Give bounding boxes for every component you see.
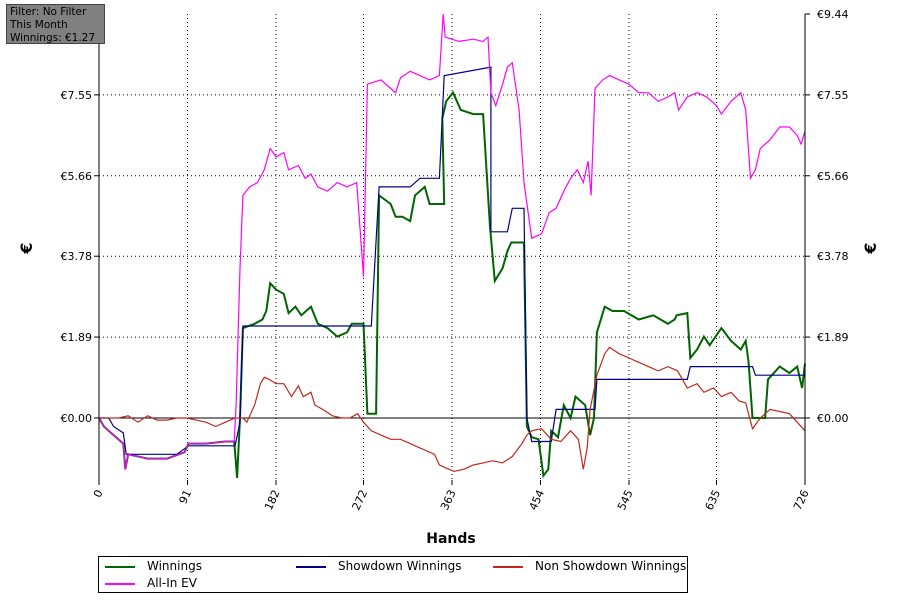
x-tick-label: 635 <box>703 488 724 513</box>
y-axis-label-left: € <box>17 242 36 254</box>
y-tick-label-right: €9.44 <box>817 8 849 21</box>
y-tick-label-right: €3.78 <box>817 250 849 263</box>
x-tick-label: 91 <box>177 488 195 506</box>
x-axis-label: Hands <box>426 531 476 547</box>
y-tick-label-right: €0.00 <box>817 412 849 425</box>
legend-swatch-allin-ev <box>105 583 135 585</box>
legend-label-winnings: Winnings <box>147 559 202 573</box>
y-axis-label-right: € <box>861 242 880 254</box>
y-tick-label-right: €5.66 <box>817 170 849 183</box>
y-tick-label-right: €1.89 <box>817 331 849 344</box>
filter-info-box: Filter: No Filter This Month Winnings: €… <box>6 4 105 44</box>
x-tick-label: 272 <box>350 488 371 513</box>
legend: Winnings Showdown Winnings Non Showdown … <box>98 556 688 593</box>
series-line-showdown-winnings <box>99 66 805 455</box>
y-tick-label-left: €1.89 <box>61 331 93 344</box>
legend-label-allin-ev: All-In EV <box>147 576 197 590</box>
legend-swatch-winnings <box>105 566 135 568</box>
x-tick-label: 0 <box>91 488 106 500</box>
grid <box>99 14 805 480</box>
filter-label: Filter: No Filter <box>10 6 87 18</box>
y-tick-label-left: €0.00 <box>61 412 93 425</box>
x-tick-label: 726 <box>791 488 812 513</box>
winnings-label: Winnings: €1.27 <box>10 32 96 44</box>
series-line-all-in-ev <box>98 13 806 470</box>
legend-swatch-non-showdown <box>493 566 523 568</box>
x-tick-label: 363 <box>438 488 459 513</box>
x-tick-label: 182 <box>262 488 283 513</box>
y-tick-label-left: €3.78 <box>61 250 93 263</box>
legend-label-non-showdown: Non Showdown Winnings <box>535 559 687 573</box>
series-line-non-showdown-winnings <box>99 346 806 473</box>
y-tick-label-left: €7.55 <box>61 89 93 102</box>
period-label: This Month <box>10 19 68 31</box>
legend-swatch-showdown <box>296 566 326 568</box>
legend-label-showdown: Showdown Winnings <box>338 559 462 573</box>
series-layer <box>98 13 806 479</box>
axes: 0 91 182 272 363 454 545 635 726 €0.00 €0.00 €1.89 €… <box>61 8 849 512</box>
x-tick-label: 454 <box>527 488 548 513</box>
series-line-winnings <box>98 90 806 479</box>
y-tick-label-left: €5.66 <box>61 170 93 183</box>
x-tick-label: 545 <box>615 488 636 513</box>
y-tick-label-right: €7.55 <box>817 89 849 102</box>
